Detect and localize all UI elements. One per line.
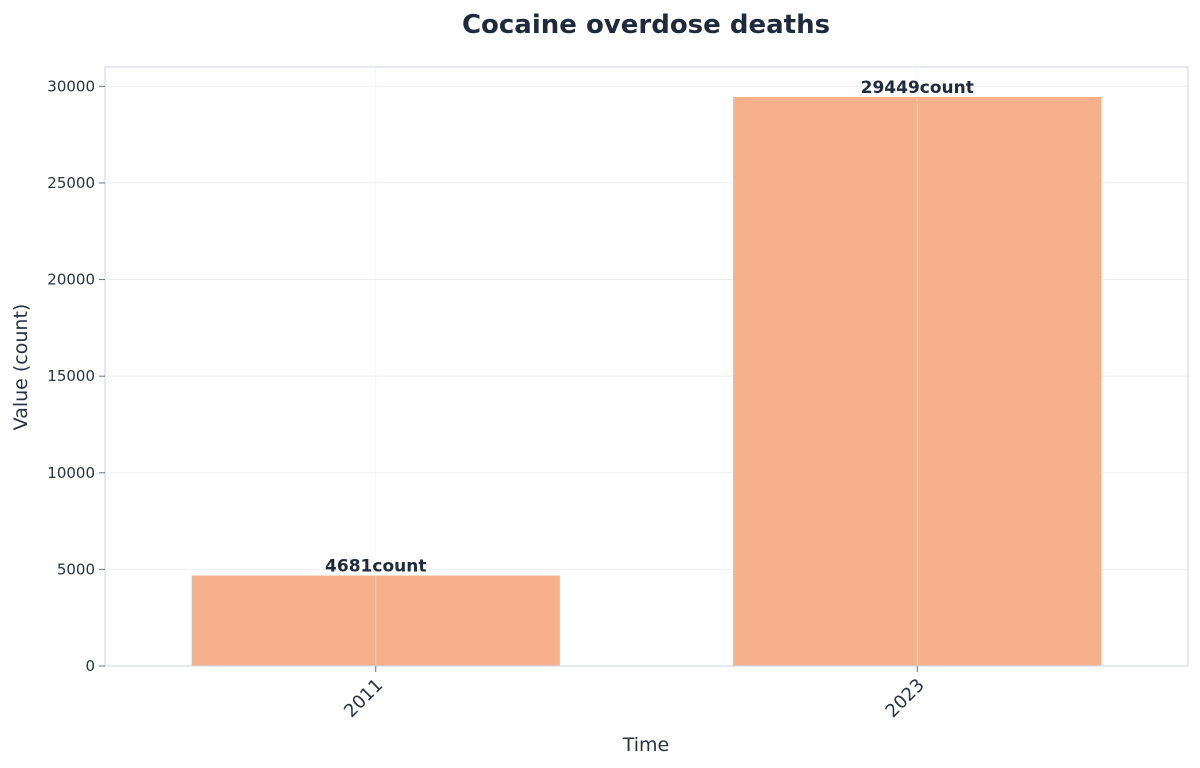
data-labels: 4681count 29449count: [325, 78, 974, 577]
plot-frame: [104, 66, 1189, 667]
x-axis-ticks: 2011 2023: [340, 666, 929, 722]
y-tick-label: 25000: [47, 174, 95, 192]
data-label: 4681count: [325, 557, 426, 577]
y-axis-label: Value (count): [10, 304, 32, 431]
y-tick-label: 5000: [57, 560, 95, 578]
x-axis-label: Time: [622, 734, 670, 756]
bars: [191, 96, 1102, 667]
grid-lines: [105, 85, 1188, 667]
y-tick-label: 20000: [47, 271, 95, 289]
y-tick-label: 0: [85, 657, 95, 675]
y-tick-label: 15000: [47, 367, 95, 385]
x-tick-label: 2011: [340, 675, 387, 722]
y-axis-ticks: 0 5000 10000 15000 20000 25000 30000: [47, 77, 105, 675]
chart-title: Cocaine overdose deaths: [462, 10, 830, 40]
vertical-grid-lines: [375, 67, 918, 666]
x-tick-label: 2023: [882, 675, 929, 722]
y-tick-label: 10000: [47, 464, 95, 482]
y-tick-label: 30000: [47, 77, 95, 95]
data-label: 29449count: [861, 78, 974, 98]
